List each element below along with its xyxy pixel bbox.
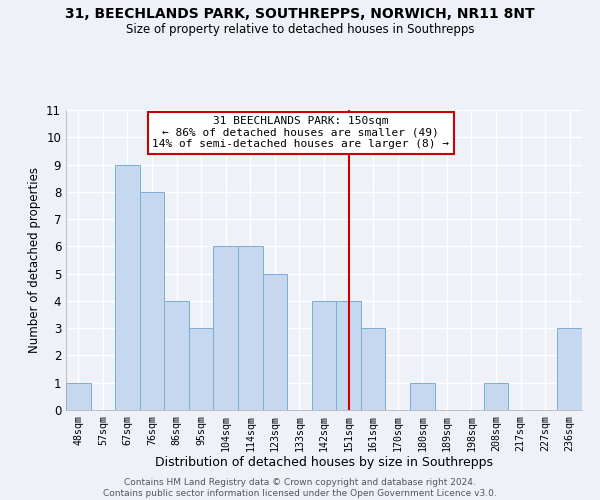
X-axis label: Distribution of detached houses by size in Southrepps: Distribution of detached houses by size … (155, 456, 493, 469)
Text: 31 BEECHLANDS PARK: 150sqm
← 86% of detached houses are smaller (49)
14% of semi: 31 BEECHLANDS PARK: 150sqm ← 86% of deta… (152, 116, 449, 149)
Bar (164, 301, 189, 410)
Text: 31, BEECHLANDS PARK, SOUTHREPPS, NORWICH, NR11 8NT: 31, BEECHLANDS PARK, SOUTHREPPS, NORWICH… (65, 8, 535, 22)
Bar (140, 192, 164, 410)
Bar (263, 274, 287, 410)
Bar (557, 328, 582, 410)
Bar (66, 382, 91, 410)
Bar (238, 246, 263, 410)
Bar (189, 328, 214, 410)
Bar (312, 301, 336, 410)
Bar (214, 246, 238, 410)
Text: Size of property relative to detached houses in Southrepps: Size of property relative to detached ho… (126, 22, 474, 36)
Bar (336, 301, 361, 410)
Y-axis label: Number of detached properties: Number of detached properties (28, 167, 41, 353)
Bar (361, 328, 385, 410)
Bar (115, 164, 140, 410)
Text: Contains HM Land Registry data © Crown copyright and database right 2024.
Contai: Contains HM Land Registry data © Crown c… (103, 478, 497, 498)
Bar (410, 382, 434, 410)
Bar (484, 382, 508, 410)
